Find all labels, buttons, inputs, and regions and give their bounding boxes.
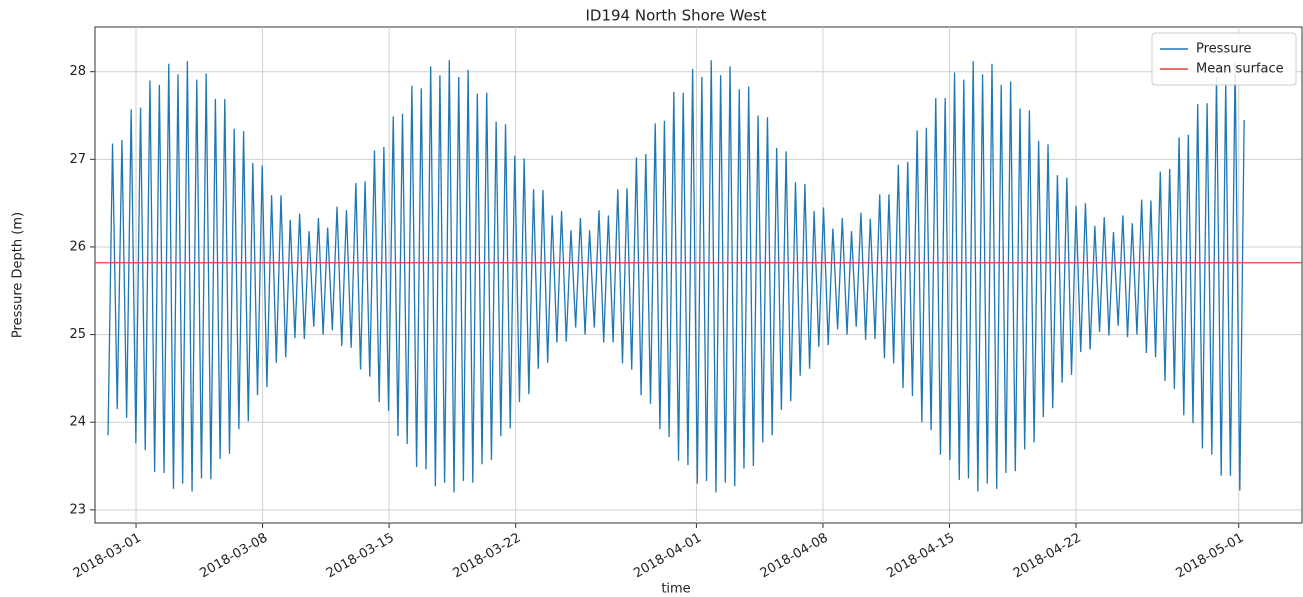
legend-box	[1151, 32, 1297, 86]
x-tick-label: 2018-04-08	[758, 531, 831, 582]
legend-label: Pressure	[1196, 42, 1252, 57]
y-tick-label: 28	[69, 64, 86, 79]
x-tick-label: 2018-03-01	[71, 531, 144, 582]
y-tick-label: 25	[69, 327, 86, 342]
y-tick-label: 24	[69, 415, 86, 430]
chart-title: ID194 North Shore West	[585, 7, 766, 25]
x-axis-label: time	[661, 582, 690, 597]
x-tick-label: 2018-04-15	[884, 531, 957, 582]
x-tick-label: 2018-03-08	[197, 531, 270, 582]
legend-label: Mean surface	[1196, 62, 1284, 77]
x-tick-label: 2018-03-22	[450, 531, 523, 582]
y-axis-label: Pressure Depth (m)	[11, 212, 26, 338]
x-tick-label: 2018-05-01	[1174, 531, 1247, 582]
y-tick-label: 27	[69, 152, 86, 167]
plot-frame	[94, 26, 1303, 524]
y-tick-label: 23	[69, 502, 86, 517]
line-series	[107, 60, 1245, 493]
x-tick-label: 2018-04-01	[631, 531, 704, 582]
x-tick-label: 2018-03-15	[324, 531, 397, 582]
x-tick-label: 2018-04-22	[1011, 531, 1084, 582]
legend: Pressure Mean surface	[1151, 32, 1297, 86]
y-tick-label: 26	[69, 239, 86, 254]
